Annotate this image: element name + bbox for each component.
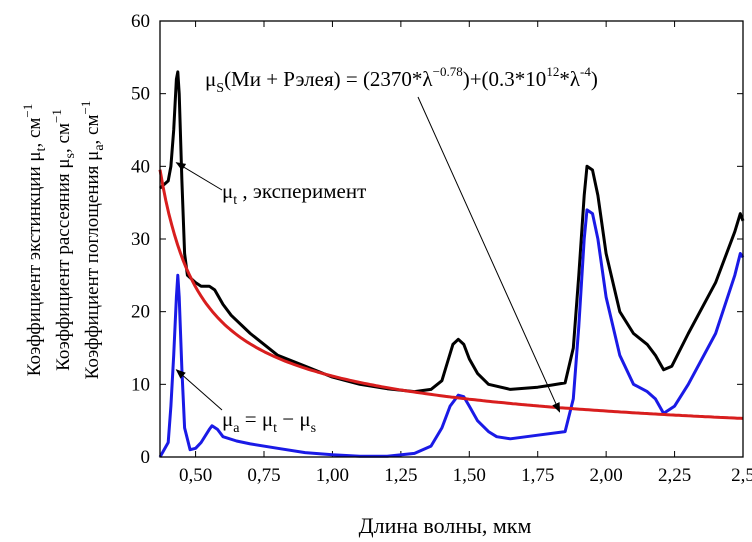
mu-a-annotation: μa = μt − μs [222, 407, 316, 436]
series-group [158, 70, 745, 458]
y-tick-label: 0 [141, 447, 151, 468]
y-tick-label: 10 [131, 374, 150, 395]
y-tick-label: 50 [131, 84, 150, 105]
mu-t-arrow [175, 162, 223, 191]
x-tick-label: 2,25 [658, 465, 691, 486]
x-tick-label: 2,00 [590, 465, 623, 486]
formula-annotation: μS(Ми + Рэлея) = (2370*λ−0.78)+(0.3*1012… [205, 64, 598, 96]
x-tick-label: 0,50 [179, 465, 212, 486]
x-tick-label: 0,75 [247, 465, 280, 486]
mu-s-scattering-line [158, 169, 744, 420]
y-axis-title: Коэффициент экстинкции μt, см−1 Коэффици… [20, 101, 107, 380]
tick-group: 0,50 0,75 1,00 1,25 1,50 1,75 2,00 2,25 2,5 0 10 20… [131, 11, 752, 486]
y-tick-label: 40 [131, 156, 150, 177]
plot-frame [159, 20, 744, 458]
x-tick-label: 1,00 [316, 465, 349, 486]
x-axis-title: Длина волны, мкм [359, 513, 532, 538]
x-tick-label: 1,50 [453, 465, 486, 486]
annotation-group: μS(Ми + Рэлея) = (2370*λ−0.78)+(0.3*1012… [175, 64, 598, 436]
mu-a-absorption-line [158, 208, 745, 458]
formula-arrow [417, 96, 561, 413]
ylabel-line-3: Коэффициент поглощения μa, см−1 [78, 101, 107, 380]
x-tick-label: 1,25 [384, 465, 417, 486]
mu-t-annotation: μt , эксперимент [222, 179, 366, 208]
x-tick-label: 1,75 [521, 465, 554, 486]
y-tick-label: 20 [131, 302, 150, 323]
mu-a-arrow [175, 369, 223, 411]
y-tick-label: 30 [131, 229, 150, 250]
ylabel-line-2: Коэффициент рассеяния μs, см−1 [49, 109, 78, 371]
x-tick-label: 2,5 [731, 465, 752, 486]
y-tick-label: 60 [131, 11, 150, 32]
ylabel-line-1: Коэффициент экстинкции μt, см−1 [20, 104, 49, 377]
